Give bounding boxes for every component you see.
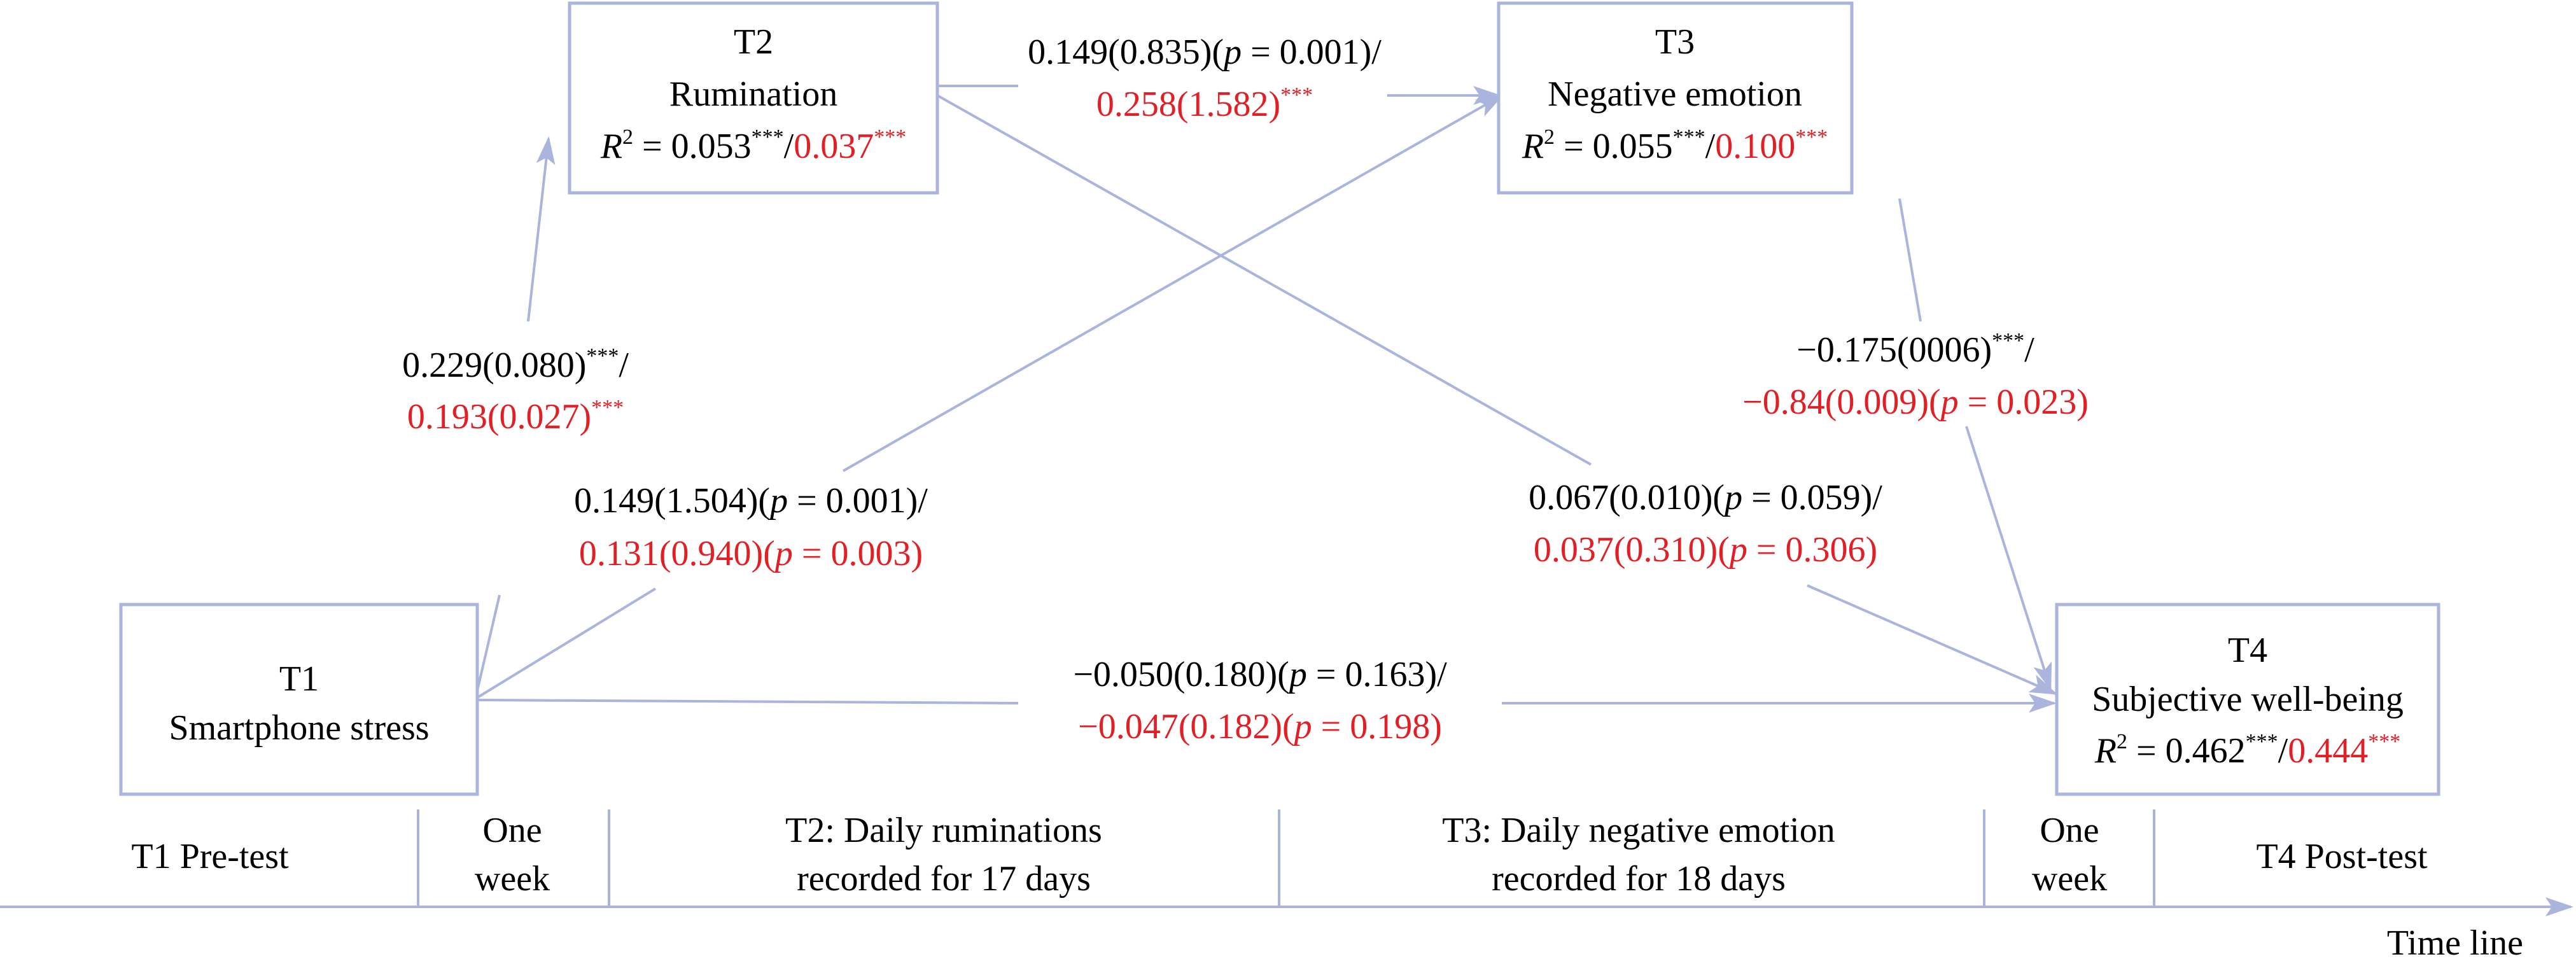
timeline-segment-negative-emotion: T3: Daily negative emotion bbox=[1442, 811, 1835, 850]
coef-t2-t4: 0.067(0.010)(p = 0.059)/ 0.037(0.310)(p … bbox=[1529, 478, 1882, 570]
coef-t1-t3-line1: 0.149(1.504)(p = 0.001)/ bbox=[574, 481, 928, 521]
arrow-t1-t3-lower bbox=[477, 587, 657, 698]
arrow-t2-t4-lower bbox=[1807, 584, 2058, 695]
timeline-segment-rumination: T2: Daily ruminations bbox=[785, 811, 1102, 850]
coef-t1-t4: −0.050(0.180)(p = 0.163)/ −0.047(0.182)(… bbox=[1073, 655, 1447, 746]
coef-t3-t4-line1: −0.175(0006)***/ bbox=[1796, 329, 2034, 370]
coef-t2-t4-line2: 0.037(0.310)(p = 0.306) bbox=[1534, 530, 1877, 570]
node-t1-code: T1 bbox=[279, 659, 319, 699]
node-t4-name: Subjective well-being bbox=[2092, 680, 2404, 719]
node-t3-code: T3 bbox=[1655, 22, 1695, 62]
node-t2-code: T2 bbox=[734, 22, 773, 62]
coef-t3-t4: −0.175(0006)***/ −0.84(0.009)(p = 0.023) bbox=[1742, 329, 2089, 422]
timeline-segment-negative-emotion-line2: recorded for 18 days bbox=[1492, 859, 1786, 899]
timeline-axis-label: Time line bbox=[2387, 923, 2523, 959]
node-t4-code: T4 bbox=[2228, 631, 2267, 670]
timeline-segment-rumination-line2: recorded for 17 days bbox=[797, 859, 1091, 899]
coef-t2-t4-line1: 0.067(0.010)(p = 0.059)/ bbox=[1529, 478, 1882, 517]
timeline-segment-post-test: T4 Post-test bbox=[2256, 837, 2428, 876]
coef-t1-t2: 0.229(0.080)***/ 0.193(0.027)*** bbox=[402, 344, 629, 437]
node-t1-smartphone-stress: T1 Smartphone stress bbox=[119, 603, 479, 796]
arrow-t1-t4-left bbox=[478, 699, 1019, 704]
node-t2-name: Rumination bbox=[669, 74, 837, 114]
timeline-segment-one-week-1: One bbox=[482, 811, 542, 850]
arrow-t1-t3-upper bbox=[843, 94, 1504, 472]
timeline-segment-one-week-2-line2: week bbox=[2032, 859, 2107, 899]
coef-t1-t2-line2: 0.193(0.027)*** bbox=[407, 396, 624, 437]
node-t3-negative-emotion: T3 Negative emotion R2 = 0.055***/0.100*… bbox=[1497, 1, 1854, 195]
coef-t1-t3-line2: 0.131(0.940)(p = 0.003) bbox=[579, 534, 923, 573]
arrow-t3-t4-upper bbox=[1898, 198, 1922, 322]
arrow-t1-t2 bbox=[476, 594, 501, 691]
arrow-t3-t4-lower bbox=[1965, 426, 2052, 691]
node-t4-subjective-well-being: T4 Subjective well-being R2 = 0.462***/0… bbox=[2055, 603, 2440, 796]
node-t2-r2: R2 = 0.053***/0.037*** bbox=[600, 125, 906, 166]
timeline: T1 Pre-test One week T2: Daily ruminatio… bbox=[0, 809, 2573, 959]
coef-t3-t4-line2: −0.84(0.009)(p = 0.023) bbox=[1742, 382, 2089, 422]
arrow-t1-t2-upper bbox=[527, 136, 556, 322]
coef-t1-t4-line2: −0.047(0.182)(p = 0.198) bbox=[1078, 707, 1442, 746]
coef-t2-t3: 0.149(0.835)(p = 0.001)/ 0.258(1.582)*** bbox=[1028, 32, 1382, 124]
coef-t2-t3-line1: 0.149(0.835)(p = 0.001)/ bbox=[1028, 32, 1382, 72]
coef-t2-t3-line2: 0.258(1.582)*** bbox=[1096, 83, 1313, 124]
timeline-segment-one-week-2: One bbox=[2040, 811, 2099, 850]
timeline-segment-pre-test: T1 Pre-test bbox=[131, 837, 289, 876]
timeline-segment-one-week-1-line2: week bbox=[475, 859, 550, 899]
node-t4-r2: R2 = 0.462***/0.444*** bbox=[2094, 730, 2400, 771]
coef-t1-t3: 0.149(1.504)(p = 0.001)/ 0.131(0.940)(p … bbox=[574, 481, 928, 573]
node-t2-rumination: T2 Rumination R2 = 0.053***/0.037*** bbox=[568, 1, 939, 195]
node-t3-r2: R2 = 0.055***/0.100*** bbox=[1522, 125, 1828, 166]
coef-t1-t4-line1: −0.050(0.180)(p = 0.163)/ bbox=[1073, 655, 1447, 694]
arrow-t2-t4-upper bbox=[937, 94, 1592, 466]
node-t1-name: Smartphone stress bbox=[169, 708, 429, 748]
coef-t1-t2-line1: 0.229(0.080)***/ bbox=[402, 344, 629, 385]
node-t3-name: Negative emotion bbox=[1548, 74, 1802, 114]
